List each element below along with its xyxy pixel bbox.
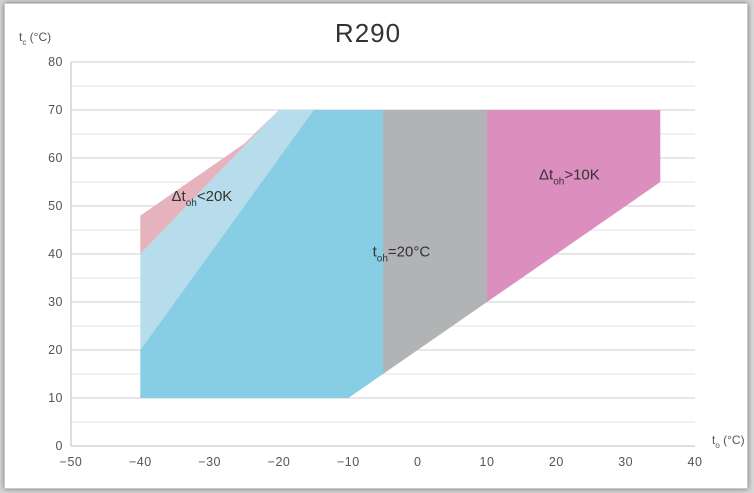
chart-svg: 0 10 20 30 40 50 60 70 80 −50 −40 −30 −20 −10 0 10 20 30 4… — [19, 18, 745, 469]
x-tick-label: 20 — [549, 455, 564, 469]
y-tick-label: 60 — [48, 151, 63, 165]
region-layer — [140, 110, 661, 398]
x-tick-label: 0 — [414, 455, 421, 469]
x-tick-label: 10 — [480, 455, 495, 469]
y-tick-label: 10 — [48, 391, 63, 405]
x-tick-label: 40 — [688, 455, 703, 469]
y-tick-label: 50 — [48, 199, 63, 213]
x-axis-label: to (°C) — [712, 433, 745, 450]
chart-frame: 0 10 20 30 40 50 60 70 80 −50 −40 −30 −20 −10 0 10 20 30 4… — [4, 3, 748, 489]
x-tick-label: −30 — [198, 455, 221, 469]
region-annotation: Δtoh<20K — [172, 188, 233, 209]
annotation-layer: Δtoh<20K toh=20°C Δtoh>10K — [172, 167, 600, 265]
region-5 — [487, 110, 661, 302]
region-annotation: toh=20°C — [373, 243, 431, 264]
y-tick-label: 80 — [48, 55, 63, 69]
y-tick-label: 0 — [56, 439, 63, 453]
x-tick-label: −50 — [60, 455, 83, 469]
y-axis-label: tc (°C) — [19, 30, 51, 47]
region-4 — [383, 110, 487, 374]
region-3 — [140, 110, 383, 398]
x-tick-label: 30 — [618, 455, 633, 469]
tick-layer: 0 10 20 30 40 50 60 70 80 −50 −40 −30 −20 −10 0 10 20 30 4… — [48, 55, 702, 469]
y-tick-label: 30 — [48, 295, 63, 309]
y-tick-label: 70 — [48, 103, 63, 117]
x-tick-label: −40 — [129, 455, 152, 469]
y-tick-label: 20 — [48, 343, 63, 357]
chart-title: R290 — [335, 18, 401, 48]
region-annotation: Δtoh>10K — [539, 167, 600, 188]
x-tick-label: −10 — [337, 455, 360, 469]
axis-layer — [70, 62, 695, 447]
region-2 — [140, 110, 314, 350]
y-tick-label: 40 — [48, 247, 63, 261]
x-tick-label: −20 — [268, 455, 291, 469]
